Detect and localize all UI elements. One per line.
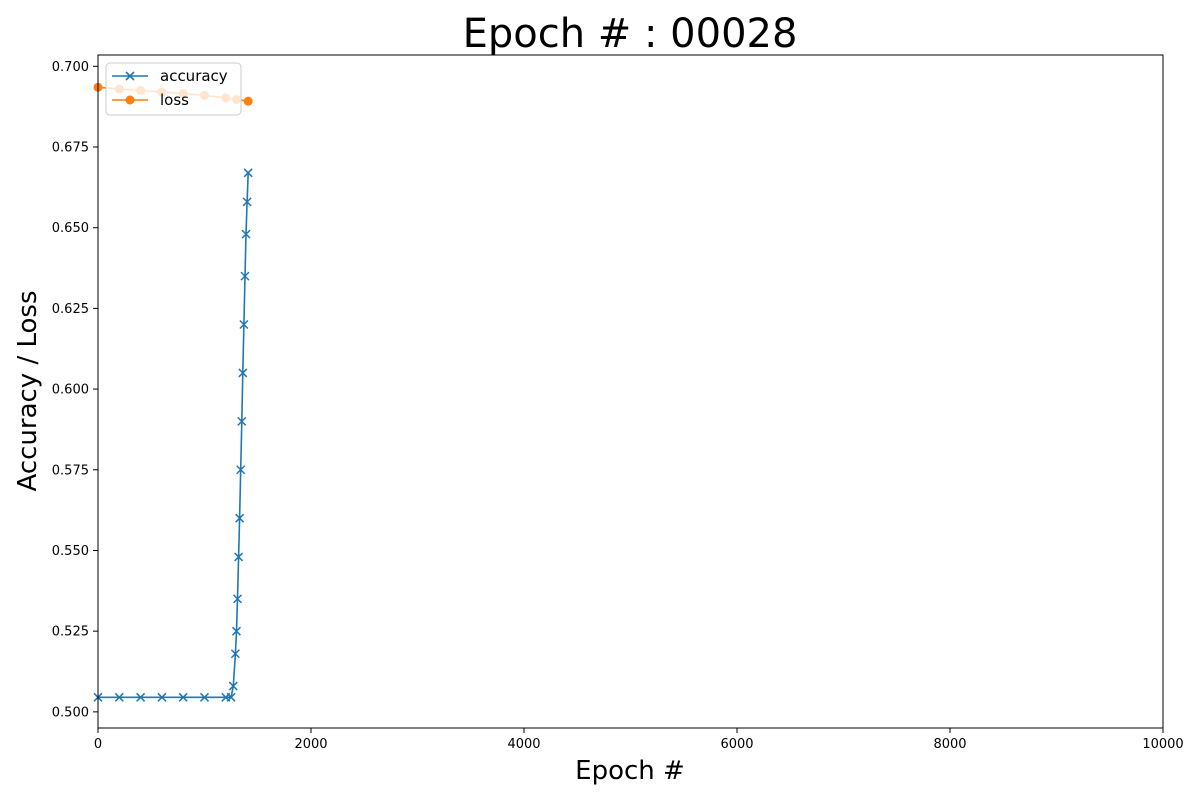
accuracy-point (230, 649, 240, 659)
x-tick-label: 4000 (507, 737, 540, 752)
y-tick-label: 0.650 (52, 221, 89, 236)
accuracy-point (231, 626, 241, 636)
accuracy-point (114, 692, 124, 702)
legend-loss-label: loss (160, 91, 189, 109)
y-axis-label: Accuracy / Loss (13, 290, 43, 491)
accuracy-point (234, 552, 244, 562)
x-tick-label: 10000 (1142, 737, 1183, 752)
accuracy-line (98, 172, 249, 699)
accuracy-point (178, 692, 188, 702)
legend: accuracy loss (105, 62, 242, 116)
x-tick-label: 0 (94, 737, 102, 752)
accuracy-point (228, 681, 238, 691)
y-tick-label: 0.525 (52, 625, 89, 640)
y-tick-label: 0.600 (52, 383, 89, 398)
y-tick-label: 0.575 (52, 463, 89, 478)
accuracy-point (226, 692, 236, 702)
legend-accuracy-label: accuracy (160, 67, 228, 85)
accuracy-point (235, 513, 245, 523)
y-tick-label: 0.625 (52, 302, 89, 317)
x-tick-label: 8000 (933, 737, 966, 752)
accuracy-point (232, 594, 243, 604)
accuracy-series (93, 168, 253, 702)
axis-ticks: 0 2000 4000 6000 8000 10000 0.500 0.525 0.550 0.5… (52, 60, 1184, 752)
loss-point (243, 96, 253, 106)
x-tick-label: 2000 (294, 737, 327, 752)
legend-accuracy-marker (125, 71, 135, 81)
y-tick-label: 0.675 (52, 140, 89, 155)
y-tick-label: 0.700 (52, 60, 89, 75)
chart-title: Epoch # : 00028 (463, 11, 798, 57)
accuracy-point (243, 168, 253, 178)
y-tick-label: 0.550 (52, 544, 89, 559)
legend-loss-marker (125, 95, 135, 105)
accuracy-point (136, 692, 146, 702)
plot-area-frame (97, 54, 1164, 729)
y-tick-label: 0.500 (52, 705, 89, 720)
accuracy-point (237, 416, 247, 426)
accuracy-point (157, 692, 167, 702)
x-tick-label: 6000 (720, 737, 753, 752)
accuracy-point (242, 197, 252, 207)
accuracy-point (239, 319, 249, 330)
accuracy-point (199, 692, 210, 702)
accuracy-point (236, 465, 246, 475)
accuracy-point (241, 229, 251, 239)
accuracy-point (238, 368, 248, 378)
x-axis-label: Epoch # (575, 756, 685, 786)
accuracy-point (240, 271, 250, 281)
